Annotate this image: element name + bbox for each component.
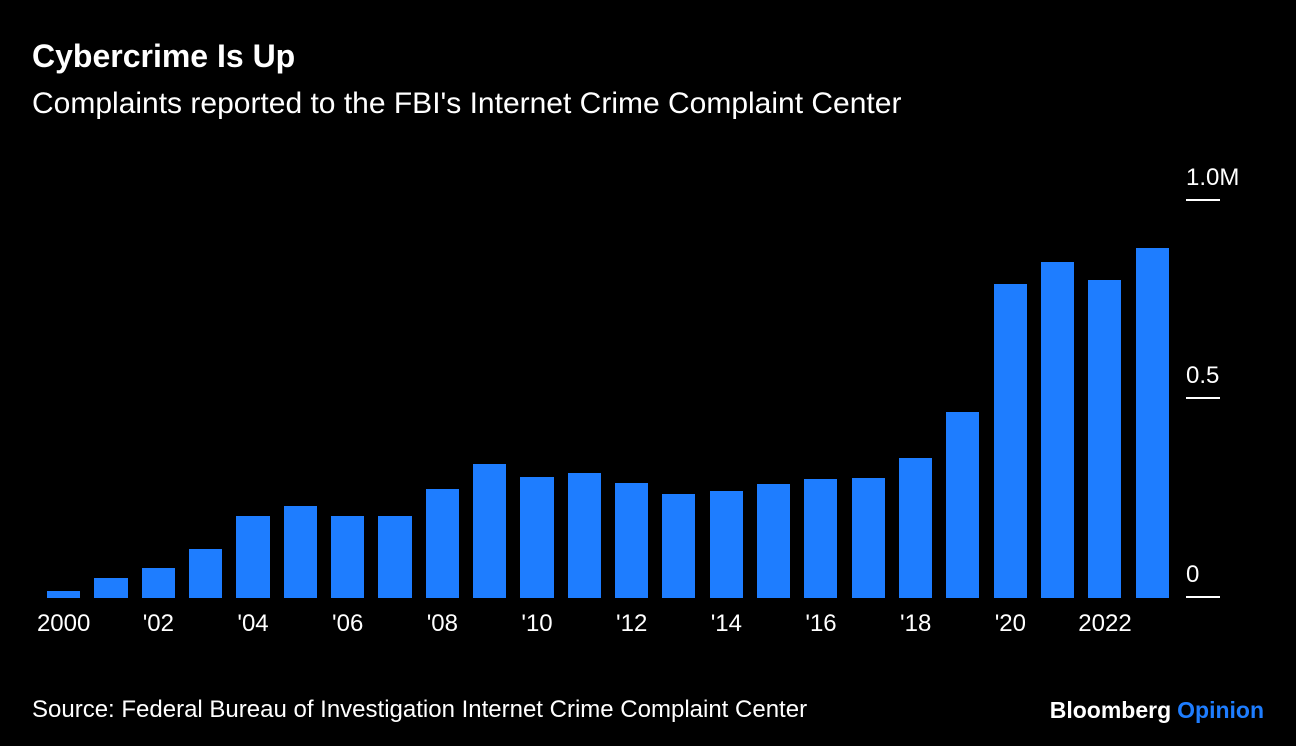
- bar-slot-2012: [608, 158, 655, 598]
- x-tick-02: '02: [142, 610, 174, 637]
- bar-2004: [236, 516, 270, 598]
- bar-slot-2006: [324, 158, 371, 598]
- bar-slot-2009: [466, 158, 513, 598]
- bar-2005: [283, 506, 317, 598]
- x-tick-16: '16: [805, 610, 837, 637]
- bar-slot-2022: [1081, 158, 1128, 598]
- bar-slot-2008: [419, 158, 466, 598]
- bar-2015: [757, 484, 791, 598]
- y-tick-1.0M: 1.0M: [1186, 166, 1260, 201]
- bar-2009: [473, 464, 507, 598]
- bar-2016: [804, 479, 838, 598]
- bar-2022: [1088, 280, 1122, 598]
- bar-slot-2014: [703, 158, 750, 598]
- chart-title: Cybercrime Is Up: [32, 38, 296, 74]
- x-tick-12: '12: [616, 610, 648, 637]
- y-tick-label: 0: [1186, 561, 1200, 588]
- bar-2000: [47, 591, 81, 598]
- chart-footer: Source: Federal Bureau of Investigation …: [32, 696, 1264, 724]
- bar-2019: [946, 412, 980, 598]
- y-tick-0: 0: [1186, 563, 1260, 598]
- plot-area: [40, 158, 1176, 598]
- bar-slot-2005: [277, 158, 324, 598]
- bar-2021: [1040, 262, 1075, 598]
- x-tick-08: '08: [426, 610, 458, 637]
- bar-slot-2015: [750, 158, 797, 598]
- bar-2014: [709, 491, 743, 598]
- bar-slot-2023: [1129, 158, 1176, 598]
- x-tick-18: '18: [900, 610, 932, 637]
- x-tick-20: '20: [994, 610, 1026, 637]
- x-tick-2022: 2022: [1078, 610, 1132, 637]
- bar-2001: [94, 578, 128, 598]
- y-tick-mark: [1186, 199, 1220, 201]
- y-tick-mark: [1186, 397, 1220, 399]
- bar-2003: [189, 549, 223, 598]
- bar-2012: [615, 483, 649, 598]
- bar-slot-2000: [40, 158, 87, 598]
- source-note: Source: Federal Bureau of Investigation …: [32, 696, 808, 723]
- y-axis: 1.0M 0.5 0: [1176, 158, 1260, 598]
- bar-slot-2010: [513, 158, 560, 598]
- bar-slot-2020: [987, 158, 1034, 598]
- bar-2008: [425, 489, 459, 598]
- bar-2018: [899, 458, 933, 598]
- bar-2023: [1135, 248, 1169, 598]
- chart-subtitle: Complaints reported to the FBI's Interne…: [32, 87, 902, 120]
- bar-slot-2016: [797, 158, 844, 598]
- x-tick-04: '04: [237, 610, 269, 637]
- bloomberg-opinion-logo: Bloomberg Opinion: [1050, 697, 1264, 724]
- x-axis: 2000 '02 '04 '06 '08 '10 '12 '14 '16 '18 '20 2022: [36, 610, 1176, 640]
- bar-slot-2021: [1034, 158, 1081, 598]
- bar-slot-2013: [655, 158, 702, 598]
- bar-slot-2011: [561, 158, 608, 598]
- bar-2010: [520, 477, 554, 598]
- bar-slot-2018: [892, 158, 939, 598]
- bar-2020: [993, 284, 1027, 598]
- bar-2017: [851, 478, 885, 598]
- bar-2007: [378, 516, 412, 598]
- y-tick-0.5: 0.5: [1186, 364, 1260, 399]
- y-tick-label: 1.0M: [1186, 164, 1240, 191]
- logo-section: Opinion: [1177, 696, 1264, 723]
- x-tick-06: '06: [332, 610, 364, 637]
- logo-brand: Bloomberg: [1049, 696, 1172, 723]
- bar-2002: [141, 568, 175, 598]
- bar-slot-2001: [87, 158, 134, 598]
- bar-slot-2019: [939, 158, 986, 598]
- x-tick-2000: 2000: [36, 610, 91, 637]
- x-tick-10: '10: [521, 610, 553, 637]
- bar-slot-2007: [371, 158, 418, 598]
- bar-slot-2002: [135, 158, 182, 598]
- x-tick-14: '14: [710, 610, 742, 637]
- bar-slot-2004: [229, 158, 276, 598]
- bar-2013: [662, 494, 696, 598]
- y-tick-mark: [1186, 596, 1220, 598]
- y-tick-label: 0.5: [1186, 362, 1220, 389]
- bar-slot-2003: [182, 158, 229, 598]
- chart-header: Cybercrime Is Up Complaints reported to …: [32, 38, 1264, 121]
- bar-slot-2017: [845, 158, 892, 598]
- bar-chart: 1.0M 0.5 0 2000 '02 '04 '06 '08 '10 '12 '14 '16 '18…: [37, 158, 1260, 638]
- bar-2011: [567, 473, 601, 598]
- bar-2006: [331, 516, 365, 598]
